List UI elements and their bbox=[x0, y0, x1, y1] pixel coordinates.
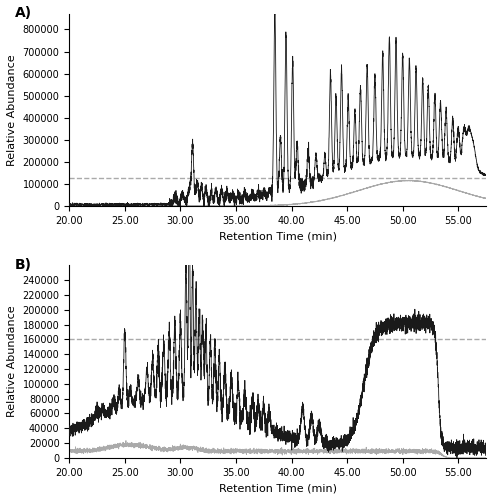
Y-axis label: Relative Abundance: Relative Abundance bbox=[7, 306, 17, 418]
Text: B): B) bbox=[15, 258, 32, 272]
Y-axis label: Relative Abundance: Relative Abundance bbox=[7, 54, 17, 166]
X-axis label: Retention Time (min): Retention Time (min) bbox=[218, 483, 337, 493]
Text: A): A) bbox=[15, 6, 32, 20]
X-axis label: Retention Time (min): Retention Time (min) bbox=[218, 232, 337, 241]
